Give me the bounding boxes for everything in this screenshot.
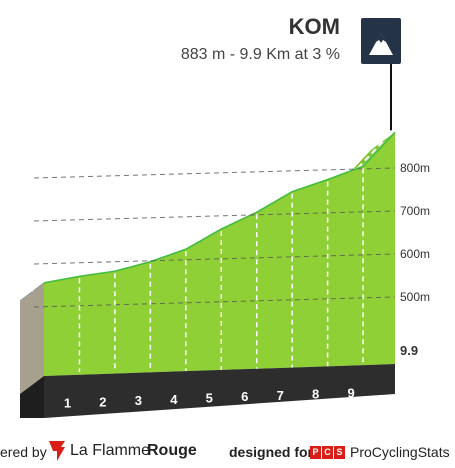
la-flamme-rouge-logo-icon xyxy=(49,441,65,461)
grid-line-600 xyxy=(33,253,396,265)
elevation-tick-800: 800m xyxy=(400,161,430,175)
gradient-label-5: 4.0 xyxy=(196,372,211,384)
km-label-5: 5 xyxy=(206,391,213,406)
mountain-peak-shape xyxy=(369,33,393,55)
km-label-6: 6 xyxy=(241,389,248,404)
gradient-label-4: 2.4 xyxy=(160,373,176,385)
profile-top-edge xyxy=(43,131,396,284)
elevation-tick-600: 600m xyxy=(400,247,430,261)
km-label-9: 9 xyxy=(347,385,354,400)
pcs-badge-c: C xyxy=(322,446,333,459)
km-label-2: 2 xyxy=(99,394,106,409)
end-distance-label: 9.9 xyxy=(400,343,418,358)
rouge-brand-text[interactable]: Rouge xyxy=(147,442,197,459)
credit-left-text: ered by xyxy=(0,444,47,460)
km-label-4: 4 xyxy=(170,392,178,407)
profile-front-face xyxy=(44,132,395,376)
la-flamme-brand-text[interactable]: La Flamme xyxy=(70,442,151,459)
gradient-label-8: 2.9 xyxy=(302,369,317,381)
pcs-badge-s: S xyxy=(334,446,345,459)
km-label-1: 1 xyxy=(64,396,71,411)
gradient-label-3: 1.7 xyxy=(125,375,140,387)
pcs-badge-p: P xyxy=(310,446,321,459)
km-label-7: 7 xyxy=(277,388,284,403)
km-label-8: 8 xyxy=(312,387,319,402)
elevation-tick-500: 500m xyxy=(400,290,430,304)
elevation-tick-700: 700m xyxy=(400,204,430,218)
footer: ered by La Flamme Rouge designed for P C… xyxy=(0,436,455,468)
climb-summary: 883 m - 9.9 Km at 3 % xyxy=(180,46,340,63)
km-label-3: 3 xyxy=(135,393,142,408)
climb-title: KOM xyxy=(288,14,340,39)
gradient-label-6: 3.1 xyxy=(231,371,246,383)
gradient-label-1: 5.5 xyxy=(54,377,69,389)
gradient-label-7: 4.8 xyxy=(267,370,282,382)
grid-line-500 xyxy=(33,296,396,308)
profile-side-wall xyxy=(20,282,44,394)
grid-line-700 xyxy=(33,210,396,222)
mountain-snowcap-shape xyxy=(376,33,386,43)
km-base-side xyxy=(20,376,44,418)
ridge-centerline-10 xyxy=(350,140,384,176)
gradient-label-2: -0.2 xyxy=(88,376,107,388)
gradient-label-10: 3.0 xyxy=(371,366,386,378)
km-base-band xyxy=(44,364,395,418)
grid-line-800 xyxy=(33,167,396,179)
gradient-label-9: 3.2 xyxy=(338,367,353,379)
procyclingstats-brand-text[interactable]: ProCyclingStats xyxy=(350,444,450,460)
designed-for-text: designed for xyxy=(229,444,314,460)
